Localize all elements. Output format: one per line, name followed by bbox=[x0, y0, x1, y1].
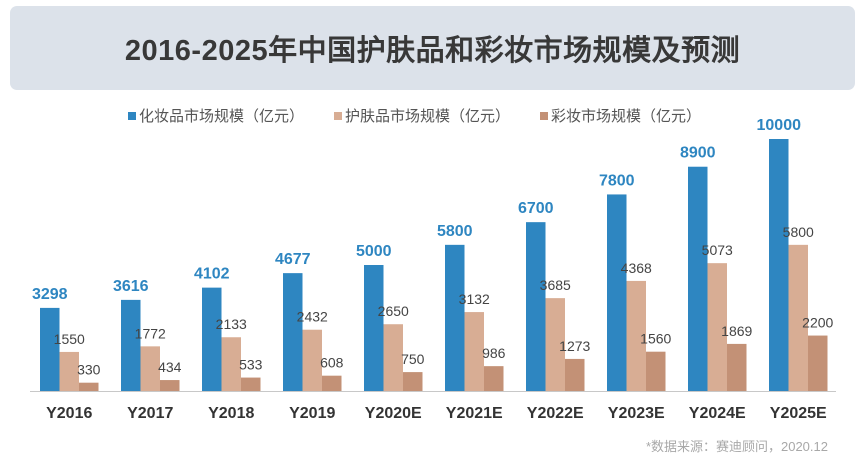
bar bbox=[464, 312, 484, 391]
bar bbox=[202, 287, 222, 391]
bar bbox=[283, 273, 303, 391]
legend-swatch bbox=[128, 111, 136, 120]
data-label: 3685 bbox=[540, 277, 571, 293]
data-label: 2133 bbox=[216, 316, 247, 332]
data-label: 1869 bbox=[721, 323, 752, 339]
x-tick-label: Y2018 bbox=[208, 405, 254, 422]
x-tick-label: Y2021E bbox=[446, 405, 503, 422]
x-tick-label: Y2019 bbox=[289, 405, 335, 422]
bar bbox=[788, 244, 808, 391]
data-label: 5800 bbox=[437, 223, 473, 240]
x-tick-label: Y2024E bbox=[689, 405, 746, 422]
data-label: 4368 bbox=[621, 260, 652, 276]
bar bbox=[808, 335, 828, 391]
legend-item-cosmetics: 化妆品市场规模（亿元） bbox=[128, 105, 304, 126]
bar bbox=[403, 372, 423, 391]
bar bbox=[445, 244, 465, 391]
bar bbox=[484, 366, 504, 391]
bar bbox=[707, 263, 727, 391]
data-label: 6700 bbox=[518, 200, 554, 217]
title-banner: 2016-2025年中国护肤品和彩妆市场规模及预测 bbox=[10, 6, 855, 90]
bar bbox=[545, 298, 565, 391]
bar bbox=[769, 139, 789, 391]
x-tick-label: Y2017 bbox=[127, 405, 173, 422]
legend-label: 护肤品市场规模（亿元） bbox=[345, 108, 511, 125]
data-label: 5000 bbox=[356, 243, 392, 260]
bar bbox=[322, 375, 342, 391]
legend-swatch bbox=[334, 111, 343, 120]
bar bbox=[160, 380, 180, 391]
x-tick-label: Y2020E bbox=[365, 405, 422, 422]
legend-swatch bbox=[540, 111, 549, 120]
data-label: 1560 bbox=[640, 331, 671, 347]
data-label: 4677 bbox=[275, 251, 311, 268]
x-tick-label: Y2023E bbox=[608, 405, 665, 422]
data-label: 2432 bbox=[297, 309, 328, 325]
data-label: 2650 bbox=[378, 303, 409, 319]
bar bbox=[59, 351, 79, 391]
data-label: 986 bbox=[482, 345, 506, 361]
data-label: 3616 bbox=[113, 278, 149, 295]
data-label: 533 bbox=[239, 357, 263, 373]
bar bbox=[626, 280, 646, 391]
bar bbox=[364, 265, 384, 391]
bar bbox=[688, 166, 708, 391]
bar bbox=[221, 337, 241, 391]
bar bbox=[526, 222, 546, 391]
data-label: 330 bbox=[77, 362, 101, 378]
legend: 化妆品市场规模（亿元） 护肤品市场规模（亿元） 彩妆市场规模（亿元） bbox=[128, 105, 701, 126]
bar bbox=[121, 299, 141, 391]
bar bbox=[383, 324, 403, 391]
data-label: 10000 bbox=[757, 117, 802, 134]
bar bbox=[646, 351, 666, 391]
data-label: 434 bbox=[158, 359, 182, 375]
bar bbox=[40, 307, 60, 391]
source-note: *数据来源：赛迪顾问，2020.12 bbox=[645, 439, 828, 454]
bar bbox=[140, 346, 160, 391]
data-label: 3298 bbox=[32, 286, 68, 303]
bar bbox=[727, 343, 747, 391]
data-label: 4102 bbox=[194, 266, 230, 283]
data-label: 1273 bbox=[559, 338, 590, 354]
data-label: 608 bbox=[320, 355, 344, 371]
data-label: 750 bbox=[401, 351, 425, 367]
legend-item-makeup: 彩妆市场规模（亿元） bbox=[540, 105, 701, 126]
legend-label: 化妆品市场规模（亿元） bbox=[139, 108, 305, 125]
data-label: 1550 bbox=[54, 331, 85, 347]
legend-label: 彩妆市场规模（亿元） bbox=[551, 108, 702, 125]
x-tick-label: Y2025E bbox=[770, 405, 827, 422]
bar bbox=[565, 358, 585, 391]
bar bbox=[79, 382, 99, 391]
bar bbox=[302, 329, 322, 391]
legend-item-skincare: 护肤品市场规模（亿元） bbox=[334, 105, 510, 126]
bar bbox=[241, 377, 261, 391]
data-label: 8900 bbox=[680, 145, 716, 162]
x-tick-label: Y2022E bbox=[527, 405, 584, 422]
x-tick-label: Y2016 bbox=[46, 405, 92, 422]
chart-title: 2016-2025年中国护肤品和彩妆市场规模及预测 bbox=[124, 35, 741, 67]
data-label: 5073 bbox=[702, 242, 733, 258]
data-label: 3132 bbox=[459, 291, 490, 307]
data-label: 7800 bbox=[599, 172, 635, 189]
data-label: 5800 bbox=[783, 224, 814, 240]
data-label: 2200 bbox=[802, 315, 833, 331]
bar bbox=[607, 194, 627, 391]
data-label: 1772 bbox=[135, 325, 166, 341]
